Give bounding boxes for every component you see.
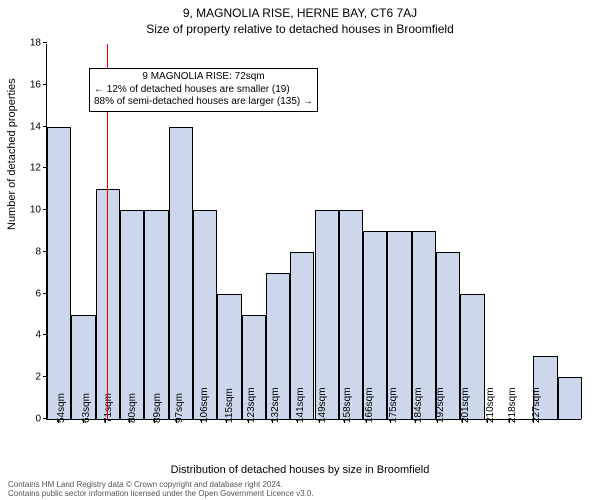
histogram-bar xyxy=(169,127,193,419)
x-tick-label: 89sqm xyxy=(152,393,163,423)
y-axis-label: Number of detached properties xyxy=(6,78,18,230)
x-tick-label: 63sqm xyxy=(81,393,92,423)
x-tick-label: 123sqm xyxy=(246,387,257,423)
x-tick-label: 184sqm xyxy=(413,387,424,423)
x-tick-label: 158sqm xyxy=(342,387,353,423)
histogram-bar xyxy=(558,377,582,419)
y-tick-label: 2 xyxy=(35,372,47,383)
y-tick-label: 0 xyxy=(35,414,47,425)
x-axis-label: Distribution of detached houses by size … xyxy=(0,464,600,476)
y-tick-label: 12 xyxy=(30,163,47,174)
attribution-footer: Contains HM Land Registry data © Crown c… xyxy=(8,480,314,498)
annotation-line: 9 MAGNOLIA RISE: 72sqm xyxy=(94,71,313,84)
y-tick-label: 8 xyxy=(35,246,47,257)
x-tick-label: 166sqm xyxy=(364,387,375,423)
y-tick-label: 6 xyxy=(35,288,47,299)
x-tick-label: 149sqm xyxy=(317,387,328,423)
histogram-chart: 02468101214161854sqm63sqm71sqm80sqm89sqm… xyxy=(46,44,581,420)
annotation-line: 88% of semi-detached houses are larger (… xyxy=(94,96,313,109)
x-tick-label: 115sqm xyxy=(224,388,235,423)
page-title-line2: Size of property relative to detached ho… xyxy=(0,20,600,36)
annotation-line: ← 12% of detached houses are smaller (19… xyxy=(94,84,313,97)
x-tick-label: 201sqm xyxy=(460,387,471,423)
footer-line-2: Contains public sector information licen… xyxy=(8,489,314,498)
y-tick-label: 18 xyxy=(30,38,47,49)
x-tick-label: 54sqm xyxy=(56,393,67,423)
annotation-box: 9 MAGNOLIA RISE: 72sqm← 12% of detached … xyxy=(89,68,318,112)
footer-line-1: Contains HM Land Registry data © Crown c… xyxy=(8,480,314,489)
x-tick-label: 97sqm xyxy=(174,393,185,423)
y-tick-label: 14 xyxy=(30,121,47,132)
x-tick-label: 192sqm xyxy=(435,387,446,423)
x-tick-label: 227sqm xyxy=(531,387,542,423)
x-tick-label: 106sqm xyxy=(199,387,210,423)
x-tick-label: 141sqm xyxy=(295,387,306,423)
histogram-bar xyxy=(47,127,71,419)
x-tick-label: 80sqm xyxy=(127,393,138,423)
x-tick-label: 175sqm xyxy=(388,387,399,423)
y-tick-mark xyxy=(43,84,47,85)
plot-area: 02468101214161854sqm63sqm71sqm80sqm89sqm… xyxy=(46,44,581,420)
y-tick-label: 10 xyxy=(30,205,47,216)
x-tick-label: 218sqm xyxy=(507,387,518,423)
y-tick-mark xyxy=(43,42,47,43)
histogram-bar xyxy=(120,210,144,419)
x-tick-label: 210sqm xyxy=(485,387,496,423)
y-tick-label: 4 xyxy=(35,330,47,341)
y-tick-label: 16 xyxy=(30,79,47,90)
histogram-bar xyxy=(144,210,168,419)
page-title-line1: 9, MAGNOLIA RISE, HERNE BAY, CT6 7AJ xyxy=(0,0,600,20)
x-tick-label: 132sqm xyxy=(270,387,281,423)
